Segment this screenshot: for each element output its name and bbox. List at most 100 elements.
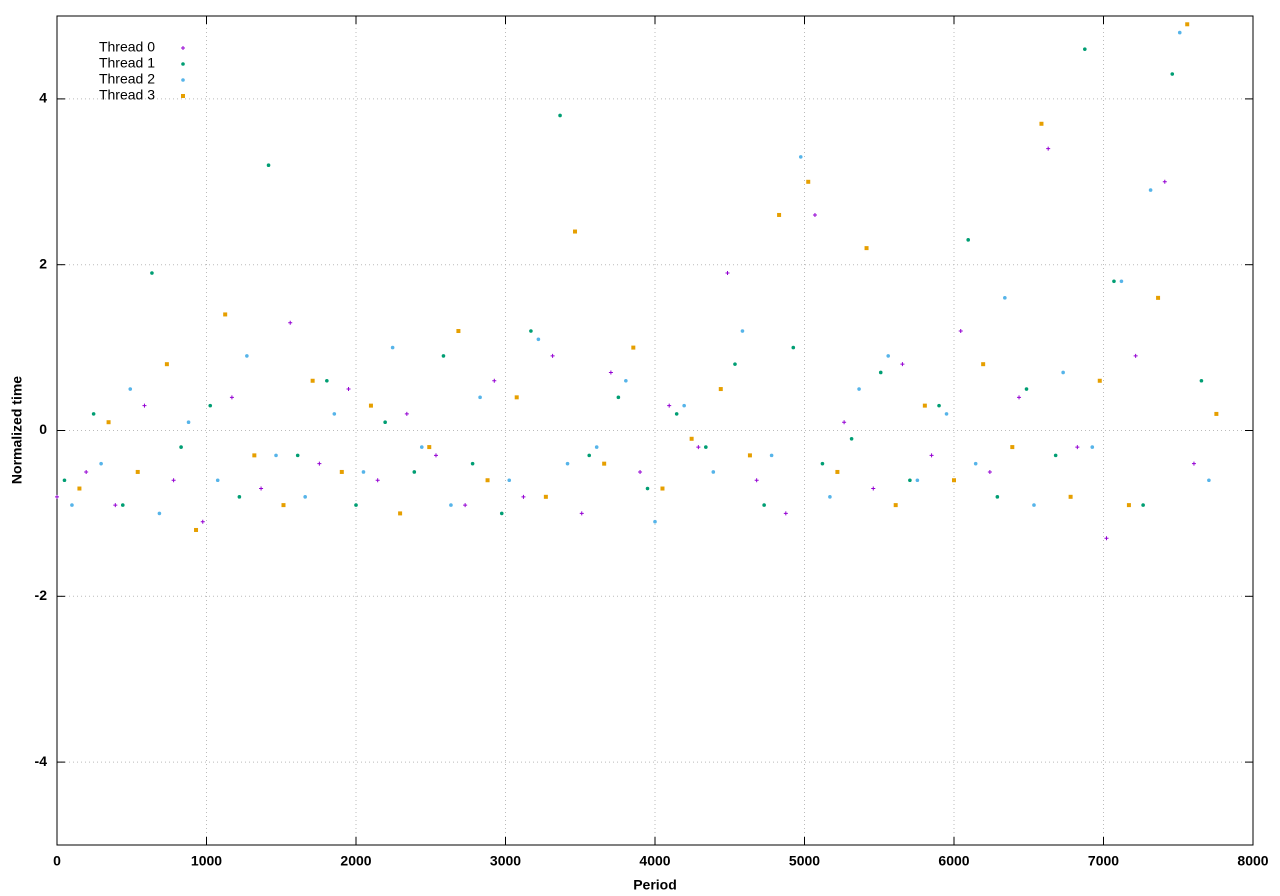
point bbox=[1162, 179, 1167, 184]
point bbox=[62, 478, 67, 483]
point bbox=[1032, 503, 1036, 507]
point bbox=[470, 461, 475, 466]
point bbox=[1075, 445, 1080, 450]
y-tick-label: 2 bbox=[39, 255, 47, 271]
point bbox=[70, 503, 74, 507]
point bbox=[449, 503, 453, 507]
point bbox=[1214, 411, 1219, 416]
point bbox=[150, 271, 154, 275]
point bbox=[828, 495, 832, 499]
point bbox=[339, 469, 344, 474]
point bbox=[259, 486, 264, 491]
point bbox=[368, 403, 373, 408]
point bbox=[361, 470, 366, 474]
point bbox=[886, 354, 891, 358]
point bbox=[128, 387, 133, 391]
x-tick-label: 2000 bbox=[340, 853, 371, 869]
point bbox=[1185, 22, 1190, 27]
x-tick-label: 0 bbox=[53, 853, 61, 869]
point bbox=[857, 387, 861, 391]
point bbox=[1191, 461, 1196, 466]
x-tick-label: 3000 bbox=[490, 853, 521, 869]
point bbox=[878, 370, 883, 375]
legend-label: Thread 2 bbox=[99, 71, 155, 87]
point bbox=[1003, 296, 1007, 300]
point bbox=[550, 353, 555, 358]
point bbox=[806, 179, 811, 184]
point bbox=[1207, 478, 1211, 483]
point bbox=[55, 494, 59, 499]
point bbox=[317, 461, 322, 466]
point bbox=[375, 478, 380, 483]
point bbox=[1148, 188, 1153, 192]
point bbox=[113, 503, 118, 508]
y-axis-label: Normalized time bbox=[9, 376, 25, 484]
point bbox=[463, 503, 468, 508]
point bbox=[1061, 370, 1065, 375]
point bbox=[973, 461, 978, 466]
point bbox=[711, 470, 716, 474]
point bbox=[412, 470, 417, 474]
point bbox=[171, 478, 176, 483]
point bbox=[1199, 378, 1204, 383]
point bbox=[762, 503, 766, 507]
point bbox=[769, 453, 774, 458]
point bbox=[106, 420, 111, 425]
point bbox=[485, 478, 490, 483]
point bbox=[120, 503, 125, 507]
point bbox=[624, 378, 628, 383]
point bbox=[952, 478, 956, 483]
point bbox=[682, 403, 686, 408]
point bbox=[499, 511, 504, 516]
point bbox=[521, 494, 526, 499]
point bbox=[820, 461, 825, 466]
point bbox=[288, 320, 293, 325]
point bbox=[573, 229, 578, 234]
point bbox=[99, 461, 103, 466]
point bbox=[186, 420, 191, 425]
point bbox=[798, 155, 803, 159]
point bbox=[1039, 121, 1044, 126]
point bbox=[332, 412, 337, 416]
point bbox=[84, 469, 89, 474]
point bbox=[1024, 387, 1029, 391]
point bbox=[587, 453, 592, 458]
point bbox=[922, 403, 927, 408]
point bbox=[215, 478, 220, 483]
point bbox=[1083, 47, 1087, 51]
point bbox=[507, 478, 512, 483]
point bbox=[995, 495, 1000, 499]
point bbox=[441, 354, 446, 358]
point bbox=[514, 395, 519, 400]
point bbox=[295, 453, 300, 458]
point bbox=[740, 329, 745, 333]
point bbox=[1068, 494, 1073, 499]
point bbox=[565, 461, 570, 466]
point bbox=[638, 469, 643, 474]
point bbox=[229, 395, 234, 400]
point bbox=[929, 453, 934, 458]
point bbox=[747, 453, 752, 458]
point bbox=[915, 478, 920, 483]
point bbox=[631, 345, 636, 350]
point bbox=[237, 495, 242, 499]
point bbox=[660, 486, 665, 491]
legend-label: Thread 3 bbox=[99, 87, 155, 103]
point bbox=[77, 486, 82, 491]
point bbox=[937, 403, 941, 408]
legend-marker bbox=[181, 94, 185, 98]
point bbox=[1046, 146, 1051, 151]
point bbox=[456, 329, 461, 334]
point bbox=[1010, 445, 1015, 450]
point bbox=[142, 403, 147, 408]
y-tick-label: -2 bbox=[35, 587, 48, 603]
point bbox=[696, 445, 701, 450]
point bbox=[1133, 353, 1138, 358]
point bbox=[536, 337, 541, 342]
point bbox=[864, 246, 869, 251]
point bbox=[944, 412, 949, 416]
point bbox=[179, 445, 183, 449]
x-tick-label: 5000 bbox=[789, 853, 820, 869]
legend-marker bbox=[181, 62, 185, 66]
